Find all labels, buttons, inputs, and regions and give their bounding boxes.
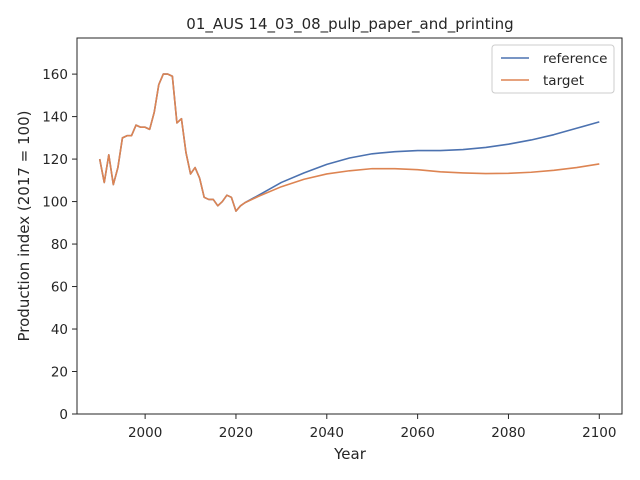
legend-box (491, 44, 615, 94)
y-axis-title: Production index (2017 = 100) (15, 111, 33, 342)
x-axis-title: Year (333, 445, 367, 463)
series-line-target (98, 73, 600, 212)
x-tick-label: 2000 (128, 425, 162, 441)
legend-label-reference: reference (543, 51, 607, 67)
x-tick-label: 2100 (582, 425, 616, 441)
y-tick-label: 100 (42, 195, 68, 211)
legend-label-target: target (543, 73, 584, 89)
y-tick-label: 40 (51, 322, 68, 338)
y-axis: 0 20 40 60 80 100 120 140 160 (42, 67, 77, 423)
y-tick-label: 120 (42, 152, 68, 168)
y-tick-label: 140 (42, 110, 68, 126)
x-tick-label: 2040 (310, 425, 344, 441)
x-axis: 2000 2020 2040 2060 2080 2100 (128, 414, 616, 441)
plot-frame (76, 37, 623, 415)
legend: reference target (491, 44, 615, 94)
y-tick-label: 20 (51, 365, 68, 381)
x-tick-label: 2080 (491, 425, 525, 441)
x-tick-label: 2060 (400, 425, 434, 441)
x-tick-label: 2020 (219, 425, 253, 441)
y-tick-label: 0 (59, 407, 68, 423)
y-tick-label: 160 (42, 67, 68, 83)
chart-title: 01_AUS 14_03_08_pulp_paper_and_printing (186, 15, 513, 34)
series-layer (98, 73, 600, 212)
y-tick-label: 60 (51, 280, 68, 296)
y-tick-label: 80 (51, 237, 68, 253)
